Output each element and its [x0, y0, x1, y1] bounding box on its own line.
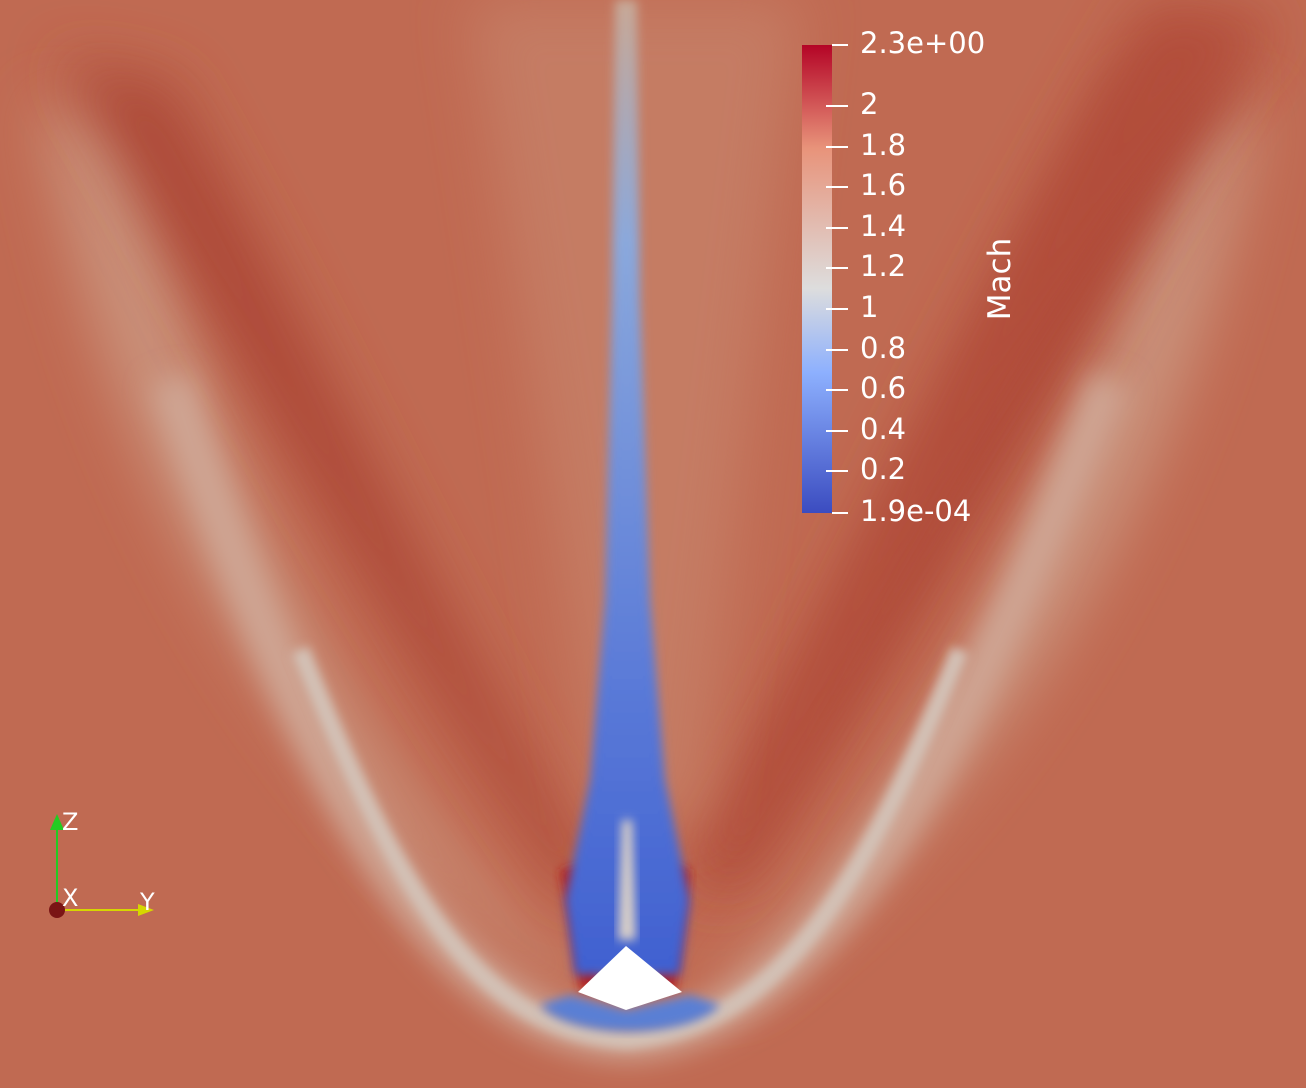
shock-band-upper-right [700, 0, 1280, 870]
colorbar-tick [826, 104, 848, 107]
colorbar-tick-label: 1 [860, 289, 879, 324]
shock-band-left [60, 60, 600, 900]
z-axis-arrow-icon [50, 814, 64, 830]
expansion-band-right [700, 100, 1260, 1000]
colorbar-tick-label: 1.4 [860, 208, 907, 243]
colorbar-tick [826, 267, 848, 270]
colorbar-tick-label: 1.6 [860, 168, 907, 203]
colorbar-tick [832, 512, 848, 514]
colorbar-tick [826, 307, 848, 310]
x-axis-dot-icon [49, 902, 65, 918]
body-cross-section [578, 946, 682, 1010]
colorbar [802, 45, 832, 513]
orientation-axes[interactable] [30, 800, 230, 940]
colorbar-tick [832, 44, 848, 46]
colorbar-max-label: 2.3e+00 [860, 26, 986, 60]
colorbar-tick [826, 226, 848, 229]
y-axis-label: Y [140, 888, 155, 916]
expansion-band-left [40, 100, 600, 1000]
colorbar-tick [826, 348, 848, 351]
colorbar-tick-label: 0.2 [860, 452, 907, 487]
wake-core [618, 820, 636, 940]
colorbar-tick [826, 429, 848, 432]
z-axis-label: Z [62, 808, 79, 836]
colorbar-tick [826, 145, 848, 148]
colorbar-tick-label: 1.8 [860, 127, 907, 162]
colorbar-tick [826, 470, 848, 473]
colorbar-tick-label: 0.6 [860, 371, 907, 406]
wake-plume [565, 0, 690, 975]
x-axis-label: X [62, 884, 79, 912]
y-axis-arrow-icon [138, 904, 154, 916]
colorbar-title: Mach [982, 237, 1018, 321]
colorbar-tick-label: 1.2 [860, 249, 907, 284]
stagnation-zone [540, 995, 720, 1032]
colorbar-tick-label: 0.4 [860, 411, 907, 446]
bow-shock-core [291, 646, 969, 1050]
colorbar-min-label: 1.9e-04 [860, 494, 972, 528]
colorbar-tick-label: 0.8 [860, 330, 907, 365]
colorbar-tick [826, 389, 848, 392]
colorbar-tick-label: 2 [860, 86, 879, 121]
colorbar-tick [826, 186, 848, 189]
